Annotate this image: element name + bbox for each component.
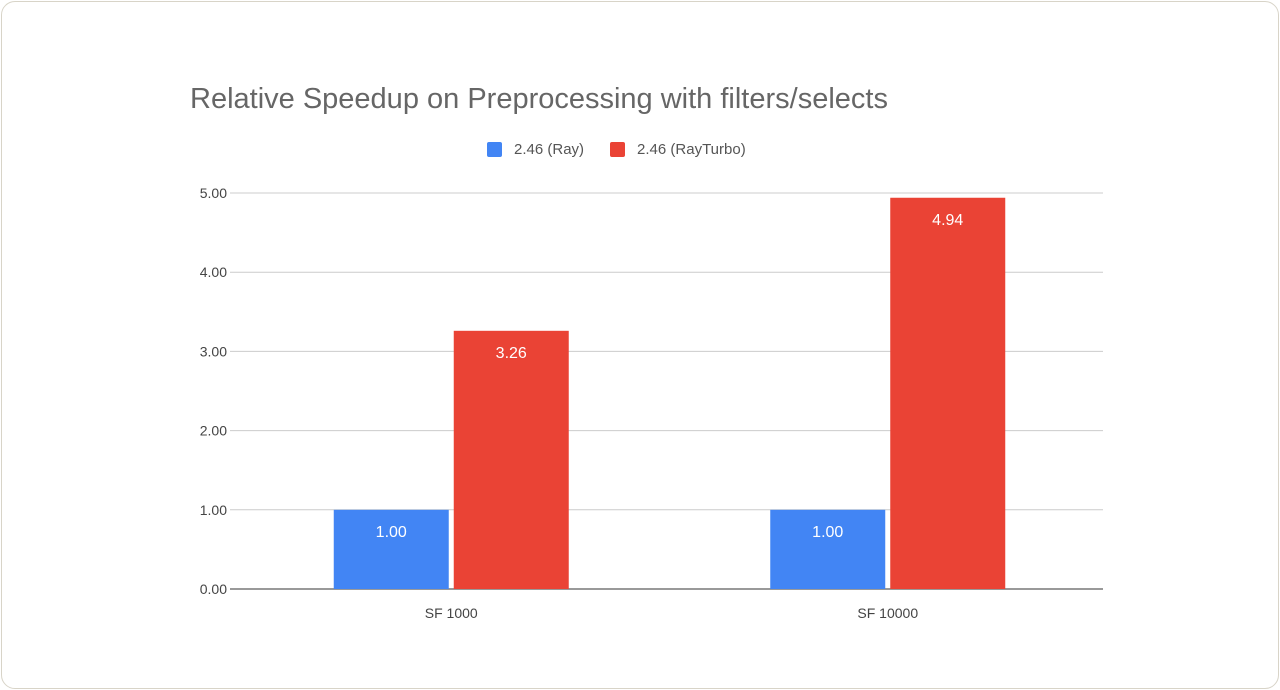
legend-item-ray: 2.46 (Ray) xyxy=(487,141,584,158)
y-tick-label: 3.00 xyxy=(200,343,227,359)
y-tick-label: 1.00 xyxy=(200,502,227,518)
bar xyxy=(770,509,886,589)
chart-title: Relative Speedup on Preprocessing with f… xyxy=(190,83,888,115)
legend-swatch-ray xyxy=(487,142,502,157)
y-tick-label: 4.00 xyxy=(200,264,227,280)
bar xyxy=(890,197,1006,589)
data-label: 1.00 xyxy=(376,524,407,541)
x-tick-label: SF 1000 xyxy=(425,605,478,621)
bar xyxy=(453,330,569,589)
x-tick-label: SF 10000 xyxy=(857,605,918,621)
y-tick-label: 5.00 xyxy=(200,185,227,201)
legend-swatch-rayturbo xyxy=(610,142,626,157)
y-tick-label: 0.00 xyxy=(200,581,227,597)
legend-label-ray: 2.46 (Ray) xyxy=(514,141,585,158)
data-label: 3.26 xyxy=(496,345,527,362)
legend-item-rayturbo: 2.46 (RayTurbo) xyxy=(610,141,746,158)
legend: 2.46 (Ray) 2.46 (RayTurbo) xyxy=(487,141,772,158)
data-label: 4.94 xyxy=(932,212,963,229)
bar xyxy=(333,509,449,589)
data-label: 1.00 xyxy=(812,524,843,541)
y-tick-label: 2.00 xyxy=(200,423,227,439)
legend-label-rayturbo: 2.46 (RayTurbo) xyxy=(637,141,746,158)
